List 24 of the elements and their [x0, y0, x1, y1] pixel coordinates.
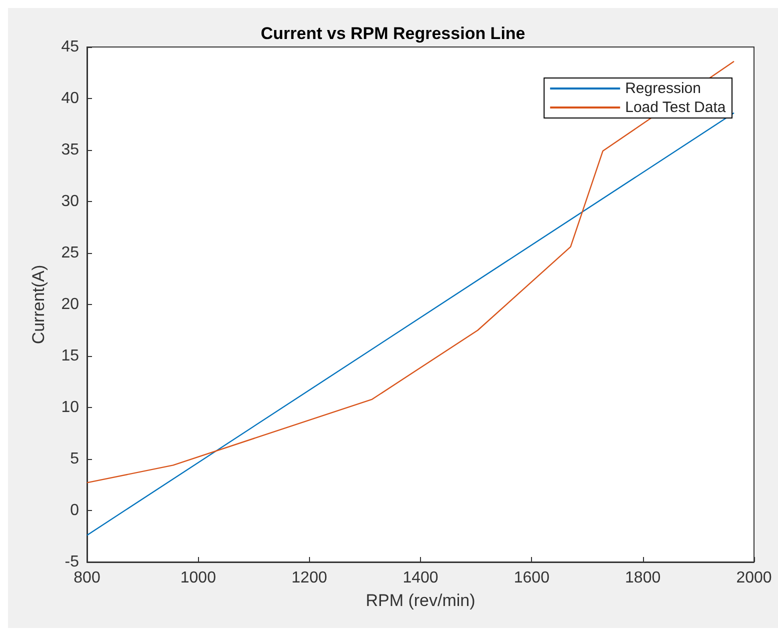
x-tick-label: 800	[74, 570, 100, 586]
x-tick-label: 1400	[402, 570, 438, 586]
x-axis-title: RPM (rev/min)	[366, 591, 476, 610]
x-tick-label: 1000	[180, 570, 216, 586]
y-tick-label: 45	[61, 38, 80, 56]
y-tick-label: 0	[70, 502, 80, 519]
y-tick-label: 25	[61, 244, 80, 262]
y-tick-label: 35	[61, 142, 80, 158]
x-tick-label: 1200	[292, 570, 328, 586]
line-series	[86, 60, 735, 484]
y-tick-label: -5	[64, 554, 80, 570]
x-tick-label: 1600	[514, 570, 550, 586]
y-tick-label: 15	[61, 348, 80, 364]
chart-title: Current vs RPM Regression Line	[260, 24, 526, 43]
legend-label: Regression	[625, 80, 701, 97]
y-tick-label: 40	[61, 90, 80, 107]
x-tick-label: 2000	[736, 570, 772, 586]
y-tick-label: 30	[61, 193, 80, 210]
y-tick-label: 10	[61, 399, 80, 416]
y-axis-title: Current(A)	[29, 264, 48, 344]
legend-label: Load Test Data	[625, 99, 726, 116]
y-tick-label: 5	[70, 450, 80, 468]
x-tick-label: 1800	[625, 570, 661, 586]
y-tick-label: 20	[61, 296, 80, 313]
